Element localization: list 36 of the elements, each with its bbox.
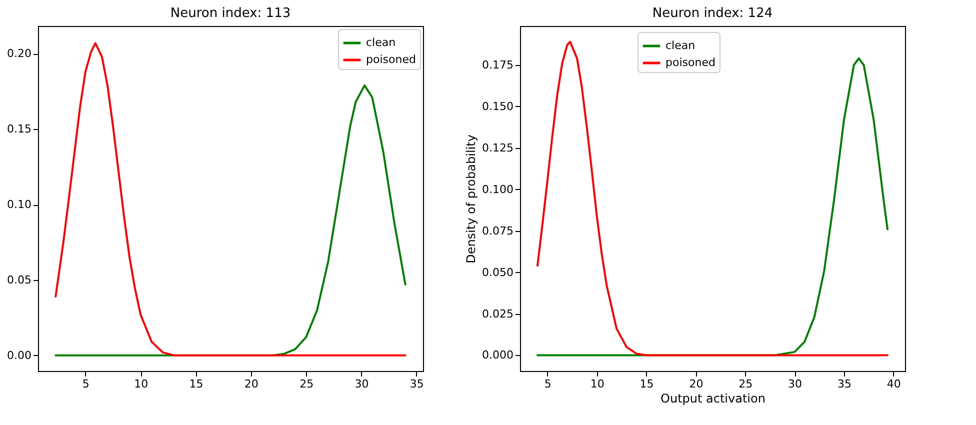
y-tick-label: 0.000 (482, 348, 514, 362)
y-tick-label: 0.075 (482, 224, 514, 238)
x-tick-label: 30 (788, 378, 802, 390)
y-tick-label: 0.150 (482, 100, 514, 113)
y-tick-label: 0.15 (7, 122, 32, 136)
x-tick-label: 35 (837, 378, 852, 390)
x-tick-label: 40 (886, 378, 901, 390)
legend-label: poisoned (366, 53, 416, 66)
x-tick-label: 35 (410, 378, 424, 390)
y-tick-label: 0.20 (7, 47, 32, 60)
chart-title: Neuron index: 124 (652, 6, 773, 21)
x-tick-label: 5 (82, 378, 90, 390)
y-tick-label: 0.025 (482, 307, 514, 320)
x-axis-title: Output activation (660, 392, 766, 406)
x-tick-label: 20 (244, 378, 258, 390)
x-tick-label: 10 (134, 378, 148, 390)
y-tick-label: 0.175 (482, 58, 514, 72)
y-axis-title: Density of probability (464, 134, 478, 264)
y-tick-label: 0.00 (7, 348, 32, 362)
x-tick-label: 5 (544, 378, 552, 390)
y-tick-label: 0.100 (482, 182, 514, 196)
chart-title: Neuron index: 113 (170, 6, 291, 21)
legend-label: clean (666, 39, 696, 52)
x-tick-label: 25 (300, 378, 314, 390)
x-tick-label: 15 (189, 378, 204, 390)
y-tick-label: 0.10 (7, 198, 32, 212)
y-tick-label: 0.125 (482, 141, 514, 154)
y-tick-label: 0.05 (7, 273, 32, 286)
legend-label: poisoned (666, 56, 716, 69)
legend-label: clean (366, 36, 396, 49)
x-tick-label: 20 (689, 378, 704, 390)
x-tick-label: 15 (640, 378, 654, 390)
x-tick-label: 10 (590, 378, 604, 390)
x-tick-label: 25 (738, 378, 753, 390)
y-tick-label: 0.050 (482, 266, 514, 279)
x-tick-label: 30 (354, 378, 369, 390)
